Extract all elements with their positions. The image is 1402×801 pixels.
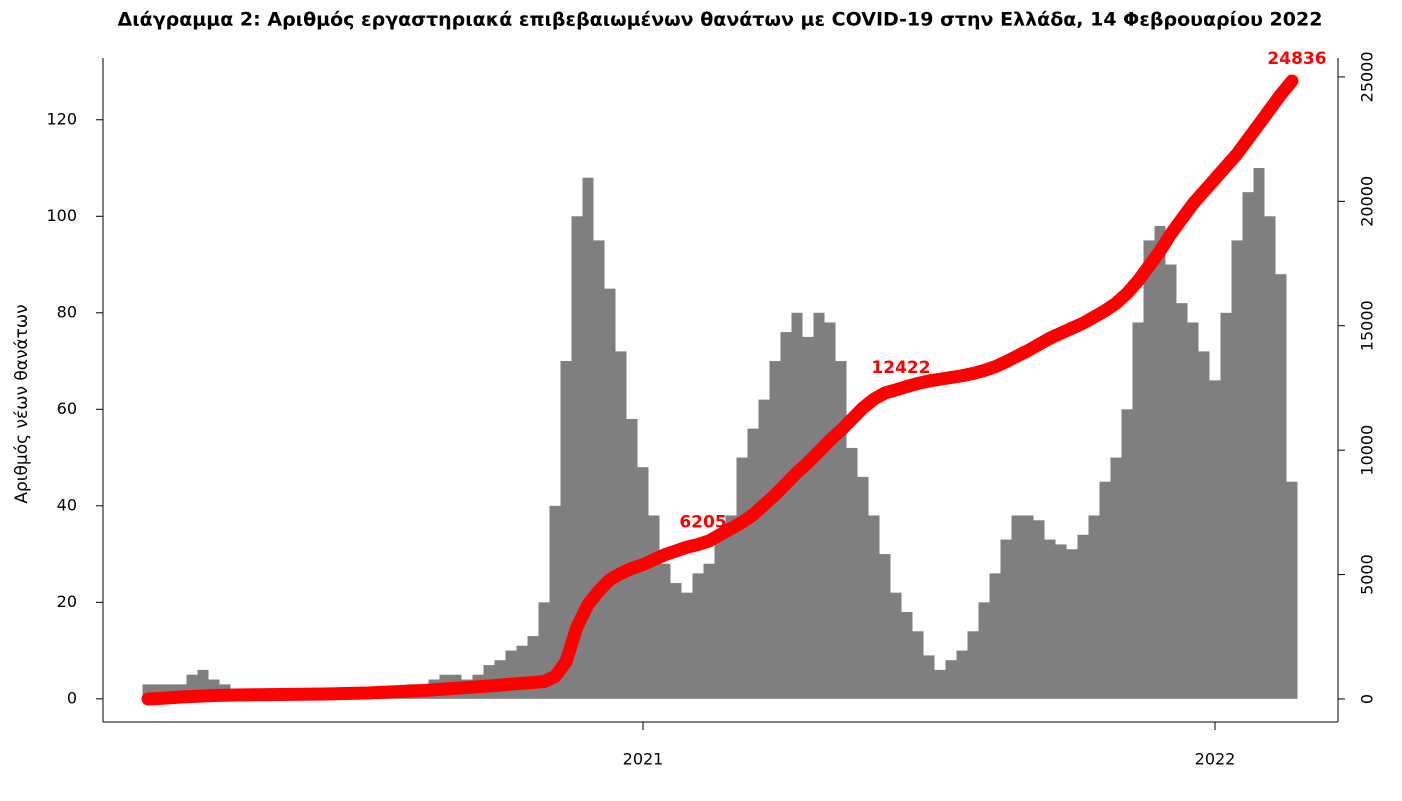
bar: [549, 505, 561, 699]
bar: [879, 554, 891, 699]
y-axis-label: Αριθμός νέων θανάτων: [12, 304, 32, 503]
bar: [1033, 520, 1045, 699]
annotation: 12422: [871, 358, 930, 378]
bar: [846, 447, 858, 699]
bar: [626, 418, 638, 699]
bar: [1275, 274, 1287, 699]
bar: [1242, 192, 1254, 699]
bar: [901, 611, 913, 699]
bar: [604, 288, 616, 699]
bar: [560, 361, 572, 699]
bar: [747, 428, 759, 699]
y-tick-label: 20: [57, 592, 77, 611]
y2-tick-label: 25000: [1358, 51, 1377, 102]
bar: [1000, 539, 1012, 699]
bar: [912, 631, 924, 699]
y-tick-label: 60: [57, 399, 77, 418]
bar: [1231, 240, 1243, 699]
bar: [1143, 240, 1155, 699]
cumulative-line: [141, 74, 1299, 706]
y-tick-label: 120: [46, 109, 77, 128]
bar: [1022, 515, 1034, 699]
bar: [571, 216, 583, 699]
bar: [142, 684, 154, 699]
bar: [1077, 534, 1089, 699]
bar: [1176, 303, 1188, 699]
bar: [736, 457, 748, 699]
bar: [1253, 168, 1265, 699]
bar: [703, 563, 715, 699]
bar: [681, 592, 693, 699]
bar: [538, 602, 550, 699]
y2-tick-label: 0: [1358, 694, 1377, 704]
bar: [945, 660, 957, 699]
bar: [923, 655, 935, 699]
bar: [1044, 539, 1056, 699]
bar: [659, 563, 671, 699]
y-tick-label: 100: [46, 206, 77, 225]
bar: [1088, 515, 1100, 699]
bar: [648, 515, 660, 699]
annotation: 6205: [679, 513, 726, 533]
bar: [670, 583, 682, 699]
bar: [615, 351, 627, 699]
bar: [505, 650, 517, 699]
annotation: 24836: [1267, 49, 1326, 69]
bar: [186, 674, 198, 699]
y2-tick-label: 20000: [1358, 176, 1377, 227]
bar: [593, 240, 605, 699]
bar: [824, 322, 836, 699]
bar: [1187, 322, 1199, 699]
bar: [1121, 409, 1133, 699]
bar: [769, 361, 781, 699]
y2-tick-label: 5000: [1358, 554, 1377, 595]
bar: [1220, 312, 1232, 699]
bar: [978, 602, 990, 699]
bar: [527, 636, 539, 699]
bar: [835, 361, 847, 699]
bar: [1011, 515, 1023, 699]
bar: [857, 476, 869, 699]
bar: [153, 684, 165, 699]
bar: [1286, 481, 1298, 699]
bar: [714, 529, 726, 699]
bar: [813, 312, 825, 699]
bar: [989, 573, 1001, 699]
x-tick-label: 2021: [623, 750, 664, 769]
bar: [1132, 322, 1144, 699]
bar: [582, 177, 594, 699]
bar: [890, 592, 902, 699]
y2-tick-label: 10000: [1358, 425, 1377, 476]
bar: [758, 399, 770, 699]
bar: [516, 645, 528, 699]
y-tick-label: 80: [57, 302, 77, 321]
bar: [692, 573, 704, 699]
bar: [791, 312, 803, 699]
bar: [1264, 216, 1276, 699]
bar: [967, 631, 979, 699]
bar: [1198, 351, 1210, 699]
bar: [637, 467, 649, 699]
bar: [934, 669, 946, 699]
bar: [956, 650, 968, 699]
bar: [1066, 549, 1078, 699]
bar: [1165, 264, 1177, 699]
bar: [1209, 380, 1221, 699]
y-tick-label: 0: [67, 688, 77, 707]
bar: [1154, 225, 1166, 699]
bar: [1055, 544, 1067, 699]
bar: [802, 336, 814, 699]
x-tick-label: 2022: [1195, 750, 1236, 769]
bar: [1110, 457, 1122, 699]
bar: [197, 669, 209, 699]
bar: [725, 515, 737, 699]
y-tick-label: 40: [57, 495, 77, 514]
bar: [868, 515, 880, 699]
bar: [780, 332, 792, 699]
chart-title: Διάγραμμα 2: Αριθμός εργαστηριακά επιβεβ…: [118, 9, 1323, 31]
y2-tick-label: 15000: [1358, 300, 1377, 351]
bar: [1099, 481, 1111, 699]
